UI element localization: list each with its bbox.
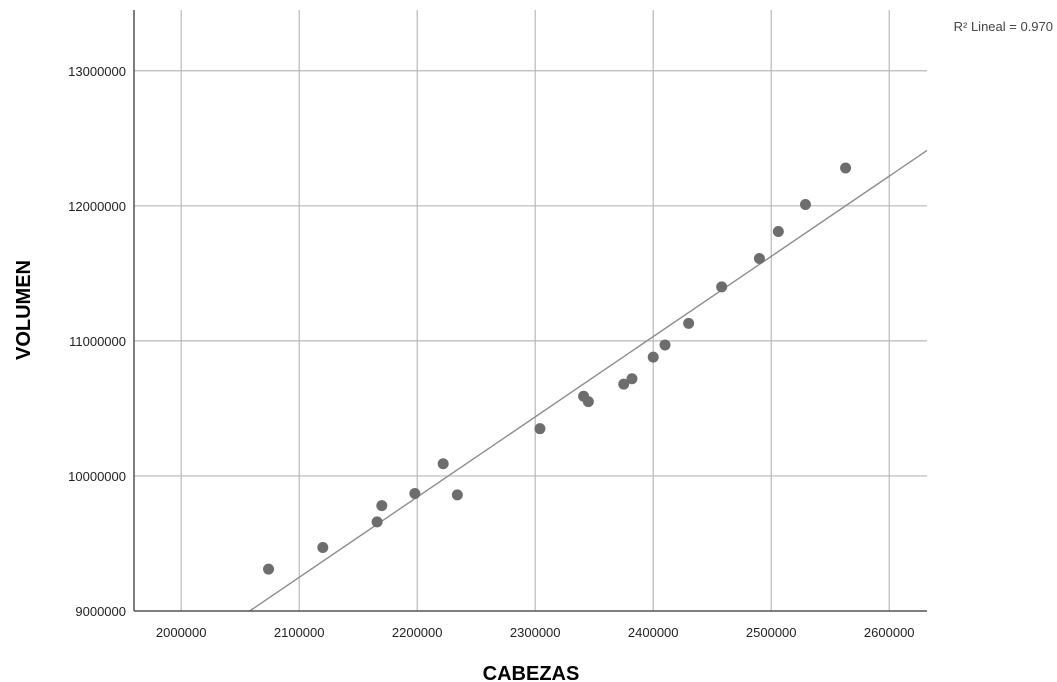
x-tick-labels: 2000000 2100000 2200000 2300000 2400000 25000… bbox=[156, 625, 915, 640]
data-point bbox=[317, 542, 329, 554]
data-point bbox=[716, 281, 728, 293]
data-point bbox=[451, 489, 463, 501]
data-point bbox=[263, 563, 275, 575]
data-point bbox=[772, 225, 784, 237]
y-tick-label: 11000000 bbox=[69, 334, 126, 349]
fit-line-layer bbox=[249, 149, 928, 612]
y-tick-labels: 9000000 10000000 11000000 12000000 13000000 bbox=[68, 64, 126, 619]
data-point bbox=[626, 373, 638, 385]
y-tick-label: 12000000 bbox=[68, 199, 126, 214]
y-tick-label: 10000000 bbox=[68, 469, 126, 484]
data-point bbox=[753, 253, 765, 265]
x-tick-label: 2100000 bbox=[274, 625, 325, 640]
x-axis-title: CABEZAS bbox=[483, 663, 580, 682]
y-tick-label: 9000000 bbox=[75, 604, 126, 619]
data-point bbox=[582, 396, 594, 408]
data-point bbox=[376, 500, 388, 512]
axes bbox=[133, 10, 927, 612]
data-point bbox=[840, 162, 852, 174]
regression-line bbox=[249, 149, 928, 612]
data-point bbox=[683, 317, 695, 329]
x-tick-label: 2300000 bbox=[510, 625, 561, 640]
x-tick-label: 2400000 bbox=[628, 625, 679, 640]
r-squared-label: R² Lineal = 0.970 bbox=[954, 19, 1053, 34]
data-point bbox=[534, 423, 546, 435]
data-point bbox=[647, 351, 659, 363]
data-point bbox=[659, 339, 671, 351]
data-point bbox=[437, 458, 449, 470]
x-tick-label: 2000000 bbox=[156, 625, 207, 640]
y-tick-label: 13000000 bbox=[68, 64, 126, 79]
grid-lines bbox=[134, 10, 927, 611]
x-tick-label: 2200000 bbox=[392, 625, 443, 640]
data-points bbox=[263, 162, 852, 575]
y-axis-title: VOLUMEN bbox=[13, 260, 35, 360]
data-point bbox=[409, 488, 421, 500]
x-tick-label: 2500000 bbox=[746, 625, 797, 640]
x-tick-label: 2600000 bbox=[864, 625, 915, 640]
data-point bbox=[371, 516, 383, 528]
data-point bbox=[799, 198, 811, 210]
data-point bbox=[618, 378, 630, 390]
